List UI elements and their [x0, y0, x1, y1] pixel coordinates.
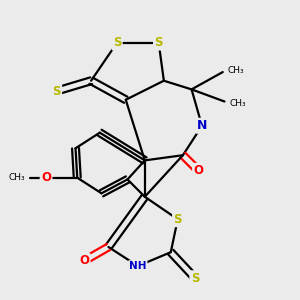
Text: CH₃: CH₃ [9, 173, 25, 182]
Text: CH₃: CH₃ [228, 66, 244, 75]
Text: NH: NH [129, 261, 147, 271]
Text: CH₃: CH₃ [230, 99, 246, 108]
Text: S: S [191, 272, 199, 285]
Text: O: O [194, 164, 203, 177]
Text: S: S [154, 36, 163, 49]
Text: S: S [173, 213, 182, 226]
Text: S: S [113, 36, 121, 49]
Text: S: S [52, 85, 61, 98]
Text: O: O [41, 171, 51, 184]
Text: O: O [79, 254, 89, 267]
Text: N: N [197, 119, 207, 132]
